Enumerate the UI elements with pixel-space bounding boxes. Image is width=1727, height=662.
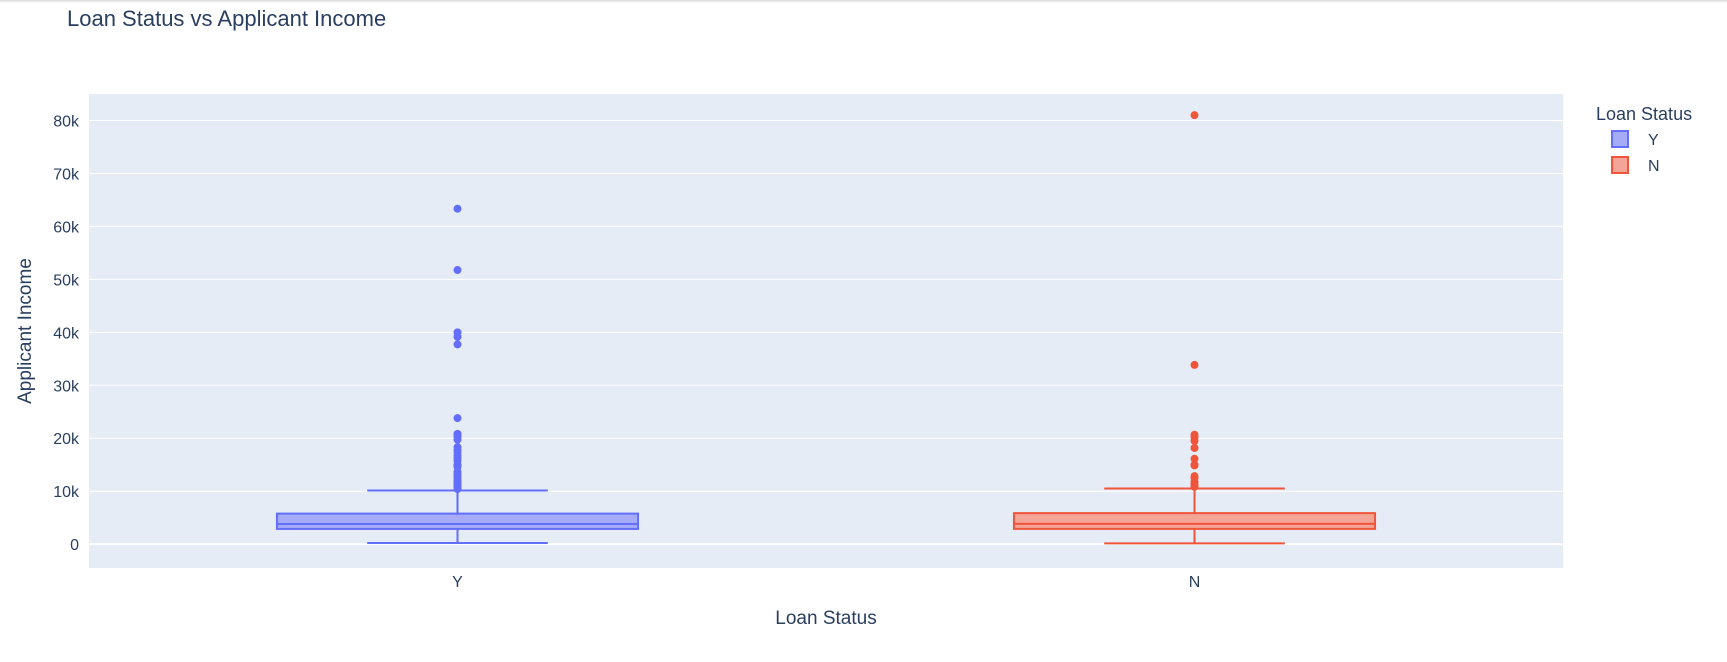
- y-axis-label: Applicant Income: [15, 258, 36, 404]
- x-tick-label: Y: [452, 574, 463, 591]
- legend-label: Y: [1648, 132, 1659, 149]
- y-tick-label: 80k: [53, 113, 80, 130]
- outlier-point: [1190, 436, 1199, 445]
- gridlines: [89, 119, 1563, 546]
- chart-title: Loan Status vs Applicant Income: [67, 6, 386, 31]
- outlier-point: [453, 414, 462, 423]
- outlier-point: [1190, 111, 1199, 120]
- outlier-point: [453, 485, 462, 494]
- legend-item-Y[interactable]: Y: [1611, 130, 1659, 149]
- outlier-point: [453, 332, 462, 341]
- y-tick-label: 40k: [53, 325, 80, 342]
- box-iqr: [1012, 512, 1377, 530]
- outlier-point: [453, 266, 462, 275]
- box-iqr: [275, 512, 640, 530]
- y-tick-label: 0: [70, 537, 79, 554]
- x-tick-label: N: [1189, 574, 1201, 591]
- legend-title: Loan Status: [1596, 104, 1692, 124]
- y-tick-label: 50k: [53, 272, 80, 289]
- x-axis-label: Loan Status: [775, 608, 876, 629]
- box-series-N: [1012, 111, 1377, 545]
- y-tick-label: 10k: [53, 484, 80, 501]
- y-tick-label: 20k: [53, 431, 80, 448]
- legend[interactable]: Loan Status YN: [1596, 104, 1692, 175]
- outlier-point: [1190, 443, 1199, 452]
- legend-swatch: [1611, 130, 1629, 148]
- legend-label: N: [1648, 158, 1660, 175]
- y-tick-label: 70k: [53, 166, 80, 183]
- outlier-point: [1190, 360, 1199, 369]
- outlier-point: [453, 340, 462, 349]
- y-tick-label: 60k: [53, 219, 80, 236]
- y-tick-label: 30k: [53, 378, 80, 395]
- box-series-Y: [275, 204, 640, 545]
- legend-item-N[interactable]: N: [1611, 156, 1660, 175]
- legend-swatch: [1611, 156, 1629, 174]
- outlier-point: [1190, 482, 1199, 491]
- outlier-point: [1190, 454, 1199, 463]
- plot-area: [89, 94, 1563, 568]
- boxes: [275, 111, 1377, 545]
- top-divider: [0, 0, 1727, 3]
- outlier-point: [453, 435, 462, 444]
- outlier-point: [453, 461, 462, 470]
- y-axis-ticks: 0 10k 20k 30k 40k 50k 60k 70k 80k: [53, 113, 80, 554]
- outlier-point: [1190, 461, 1199, 470]
- outlier-point: [453, 204, 462, 213]
